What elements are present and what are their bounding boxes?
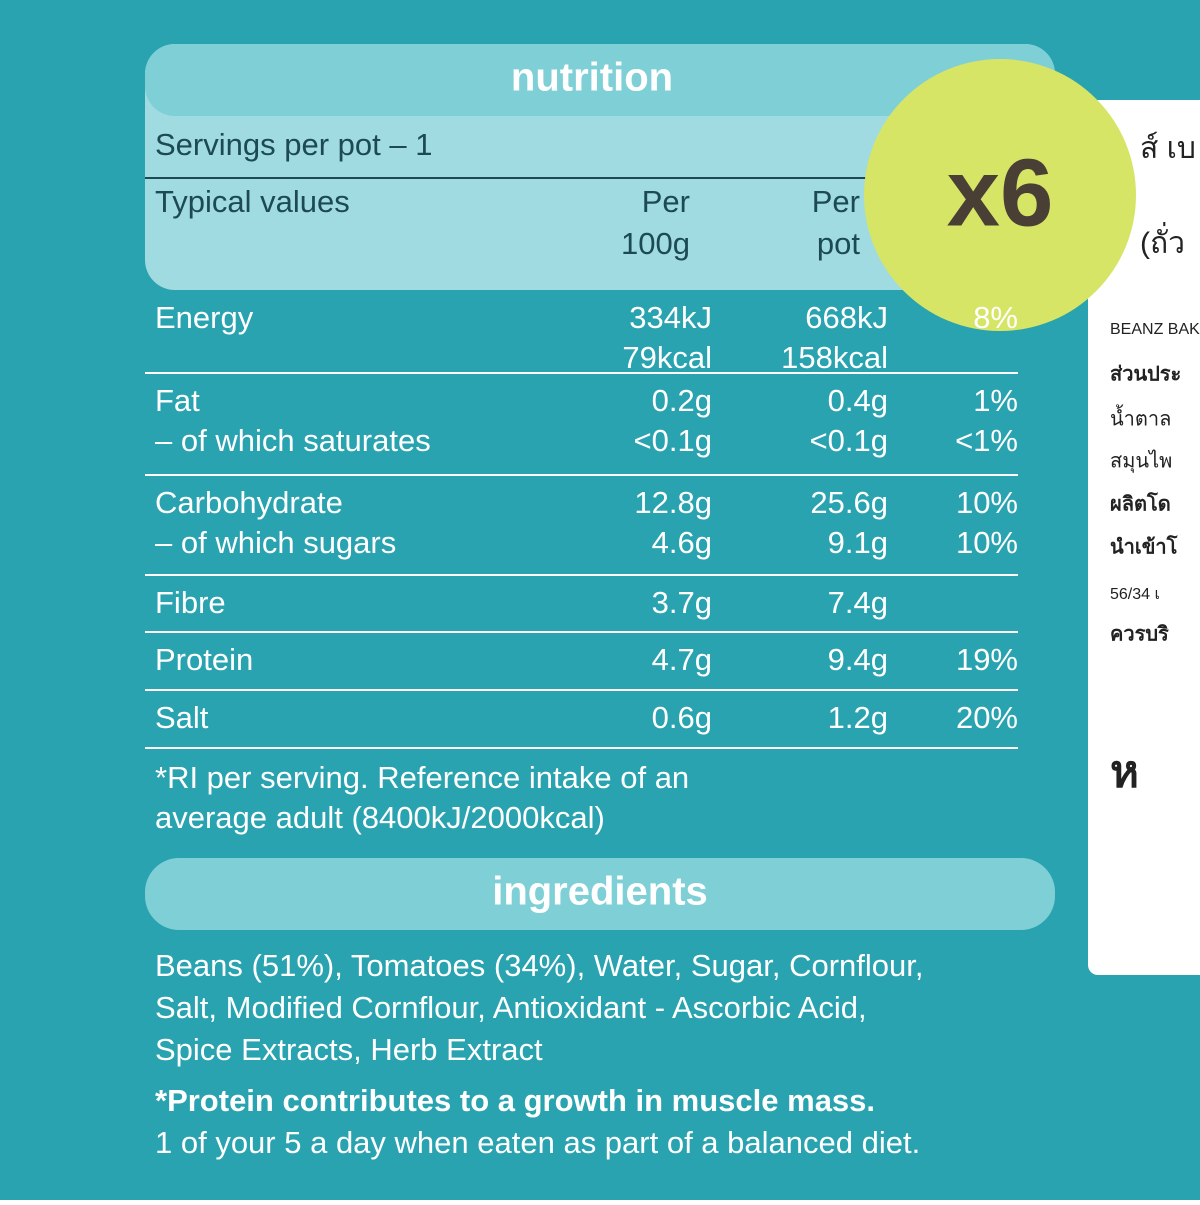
ingredients-title: ingredients [492, 870, 708, 914]
column-header: Typical values [155, 184, 350, 219]
nutrient-value: <0.1g [634, 423, 712, 458]
nutrition-title: nutrition [511, 56, 673, 100]
nutrient-value: 158kcal [781, 340, 888, 375]
nutrient-value: 0.2g [652, 383, 712, 418]
ingredients-band [145, 858, 1055, 930]
nutrient-name: Energy [155, 300, 254, 335]
footnote: average adult (8400kJ/2000kcal) [155, 800, 605, 835]
nutrient-value: 4.7g [652, 642, 712, 677]
column-header: pot [817, 226, 860, 261]
column-header: Per [642, 184, 690, 219]
nutrient-value: 9.1g [828, 525, 888, 560]
nutrient-name: Fat [155, 383, 200, 418]
sticker-text: น้ำตาล [1110, 404, 1171, 430]
sticker-text: ห [1110, 748, 1139, 797]
ingredients-text: Beans (51%), Tomatoes (34%), Water, Suga… [155, 948, 923, 983]
column-header: Per [812, 184, 860, 219]
nutrient-name: – of which saturates [155, 423, 431, 458]
footnote: *RI per serving. Reference intake of an [155, 760, 689, 795]
nutrient-value: 10% [956, 525, 1018, 560]
sticker-text: ผลิตโด [1110, 491, 1171, 515]
ingredients-text: Spice Extracts, Herb Extract [155, 1032, 543, 1067]
nutrient-value: 3.7g [652, 585, 712, 620]
nutrient-value: 20% [956, 700, 1018, 735]
sticker-text: ควรบริ [1110, 623, 1169, 645]
title-band [145, 44, 1055, 116]
ingredients-text: Salt, Modified Cornflour, Antioxidant - … [155, 990, 867, 1025]
nutrient-name: – of which sugars [155, 525, 396, 560]
nutrient-name: Protein [155, 642, 253, 677]
nutrient-value: 79kcal [622, 340, 712, 375]
claim: *Protein contributes to a growth in musc… [155, 1083, 875, 1118]
nutrient-value: 19% [956, 642, 1018, 677]
badge [864, 59, 1136, 331]
nutrient-value: 12.8g [634, 485, 712, 520]
nutrient-value: 25.6g [810, 485, 888, 520]
nutrient-name: Salt [155, 700, 209, 735]
nutrient-value: 8% [973, 300, 1018, 335]
sticker-text: นำเข้าโ [1110, 534, 1178, 558]
nutrient-value: 0.4g [828, 383, 888, 418]
column-header: 100g [621, 226, 690, 261]
nutrient-name: Carbohydrate [155, 485, 343, 520]
nutrient-value: 4.6g [652, 525, 712, 560]
sticker-text: 56/34 เ [1110, 586, 1160, 603]
nutrient-name: Fibre [155, 585, 226, 620]
sticker-text: ส่วนประ [1110, 363, 1181, 385]
nutrient-value: <0.1g [810, 423, 888, 458]
nutrient-value: <1% [955, 423, 1018, 458]
nutrient-value: 334kJ [629, 300, 712, 335]
servings: Servings per pot – 1 [155, 127, 432, 162]
nutrient-value: 1.2g [828, 700, 888, 735]
sticker-text: สมุนไพ [1110, 449, 1172, 473]
nutrient-value: 668kJ [805, 300, 888, 335]
sticker [1088, 100, 1200, 975]
nutrient-value: 9.4g [828, 642, 888, 677]
badge-text: x6 [947, 139, 1054, 246]
note: 1 of your 5 a day when eaten as part of … [155, 1125, 920, 1160]
sticker-text: BEANZ BAK [1110, 321, 1200, 338]
nutrient-value: 7.4g [828, 585, 888, 620]
sticker-text: (ถั่ว [1140, 222, 1185, 260]
nutrient-value: 1% [973, 383, 1018, 418]
nutrient-value: 10% [956, 485, 1018, 520]
nutrient-value: 0.6g [652, 700, 712, 735]
sticker-text: ส์ เบ [1140, 131, 1196, 165]
